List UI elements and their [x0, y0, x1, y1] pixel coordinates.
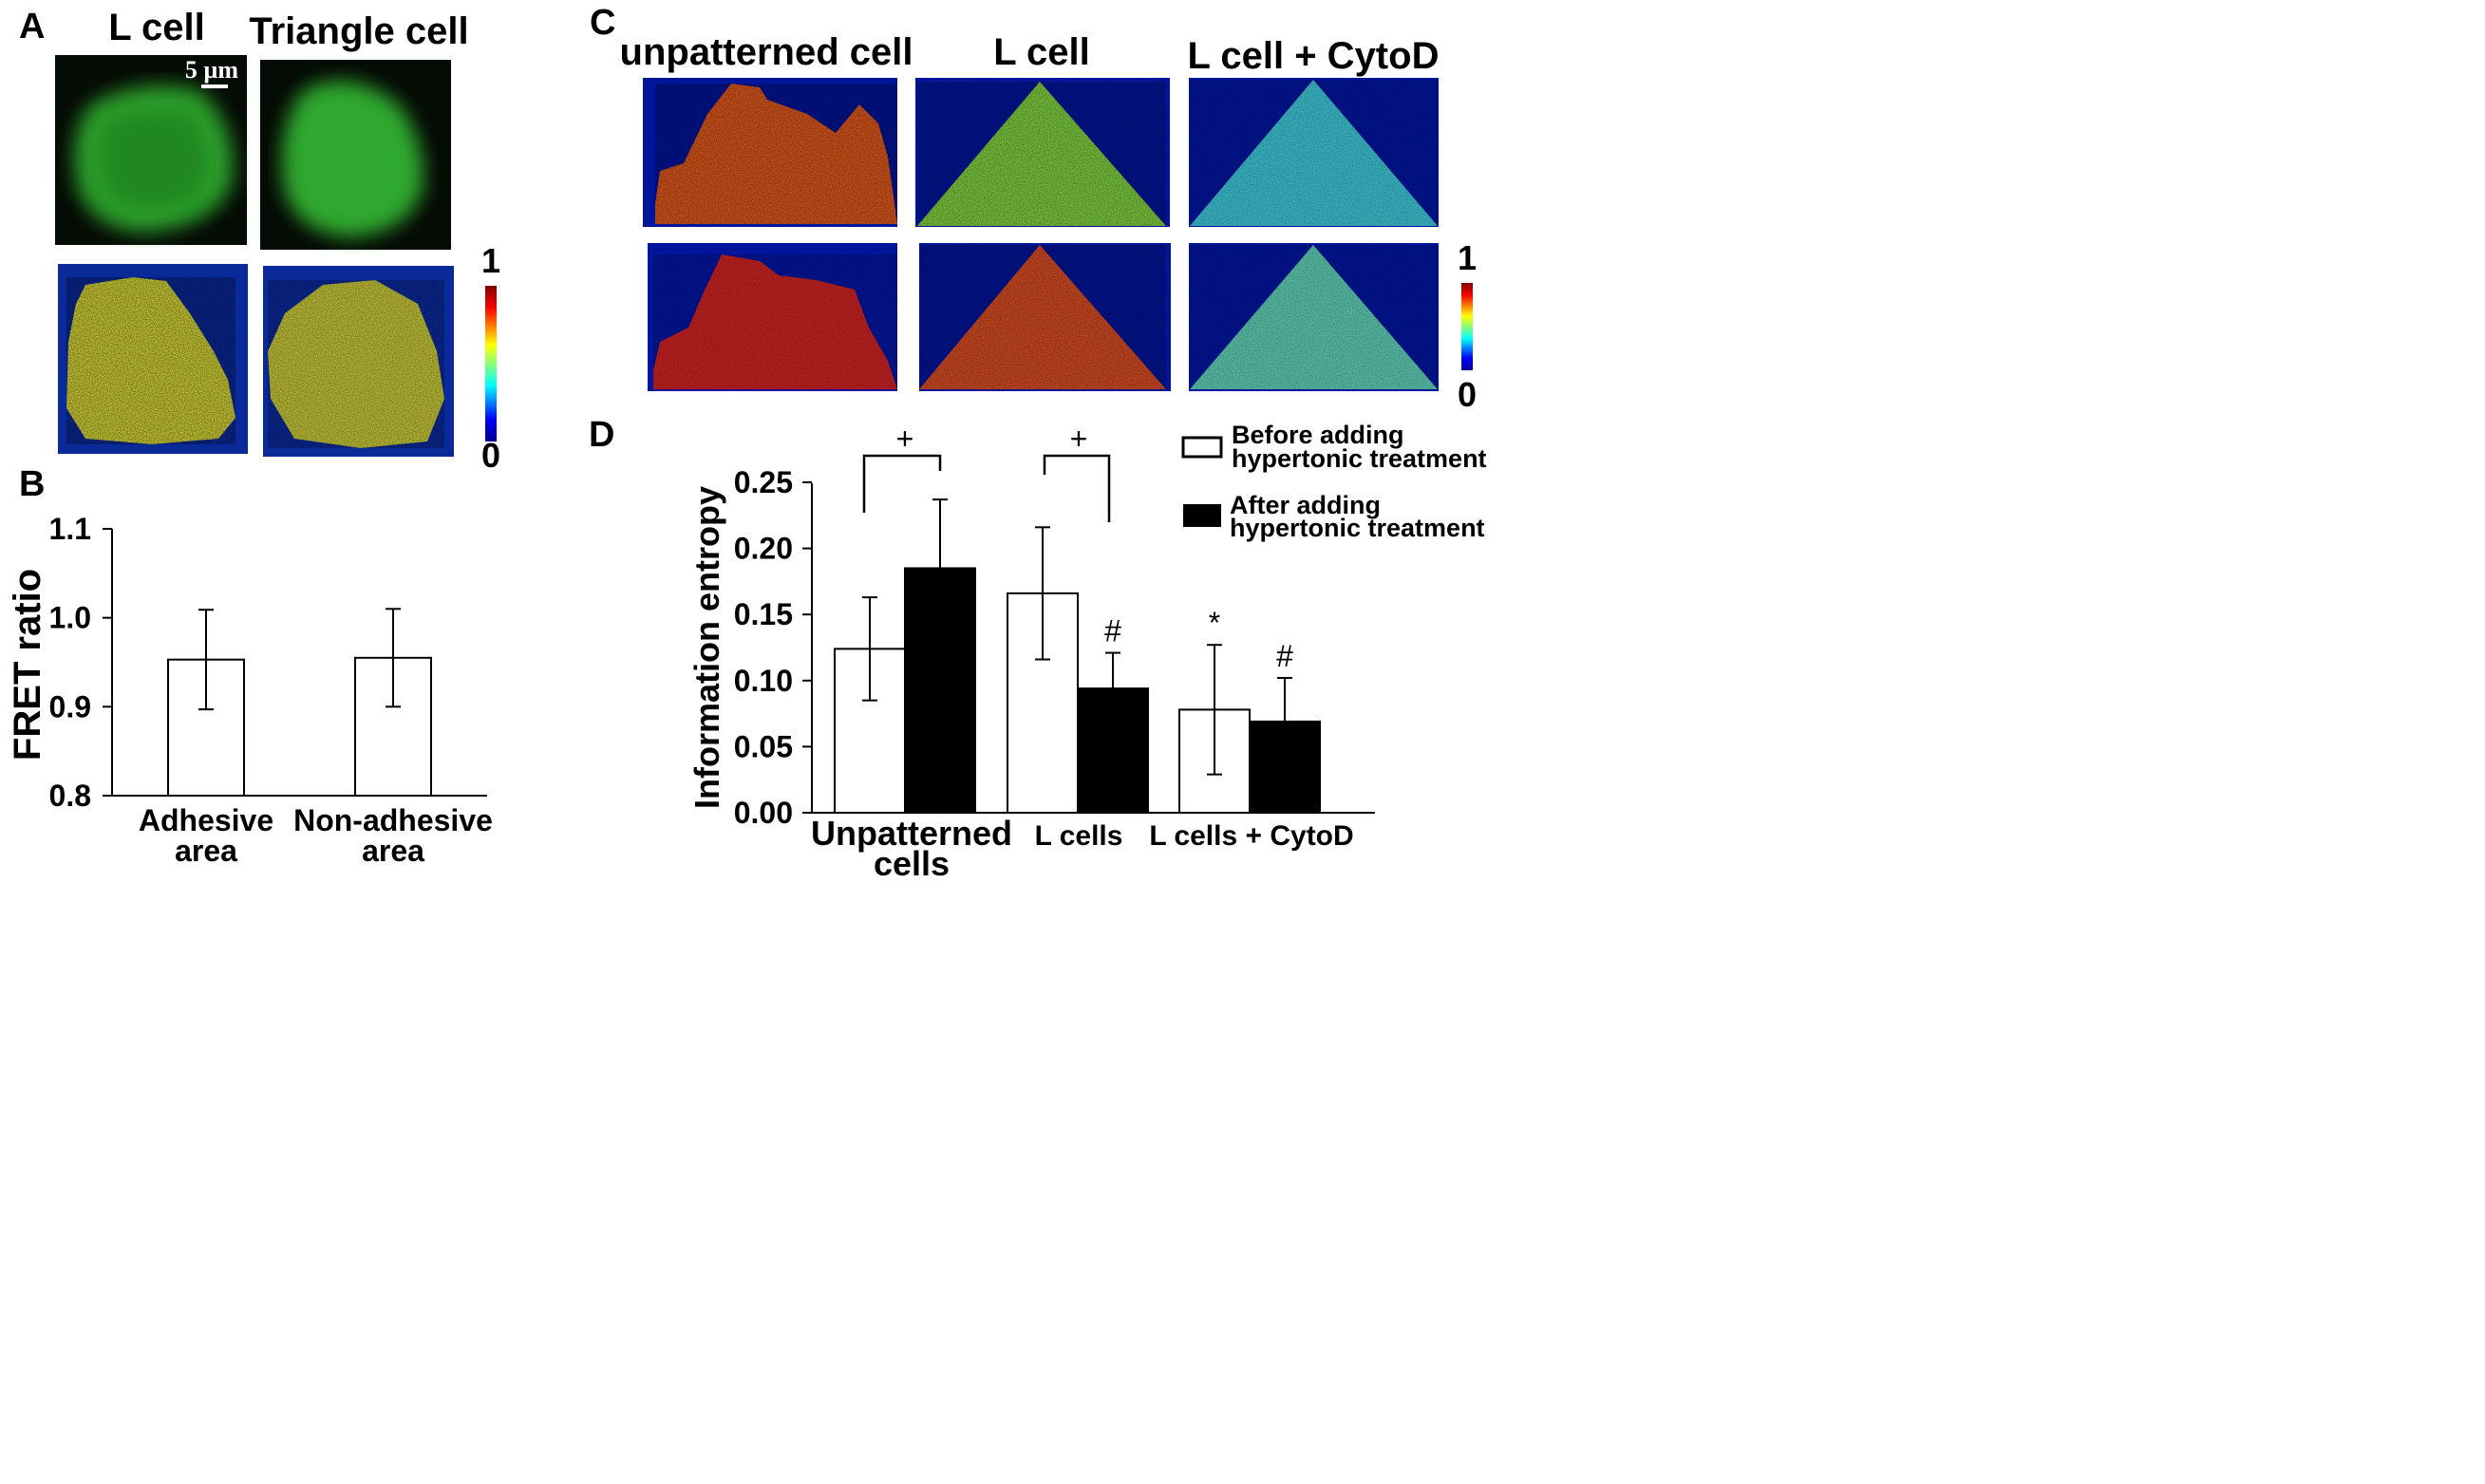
panel-a: A L cell Triangle cell 5 µm — [19, 7, 500, 475]
chart-d-ytick-label: 0.25 — [734, 465, 793, 499]
fret-map-unpatterned-top — [643, 78, 897, 227]
chart-d-xtick-label: L cells + CytoD — [1149, 820, 1353, 852]
fret-map-unpatterned-bottom — [648, 243, 897, 391]
chart-d-significance-mark: # — [1276, 639, 1293, 673]
scale-bar: 5 µm — [185, 56, 238, 88]
chart-b-ytick-label: 1.1 — [49, 512, 91, 546]
fret-map-l-cell-top — [915, 78, 1170, 227]
chart-b-ytick-label: 0.8 — [49, 779, 91, 813]
green-image-l-cell — [55, 55, 247, 245]
panel-b-label: B — [19, 464, 45, 504]
chart-b: B FRET ratio 0.80.91.01.1 AdhesiveareaNo… — [7, 464, 493, 868]
chart-b-xtick-label: area — [175, 834, 237, 868]
chart-d-legend: Before adding hypertonic treatment After… — [1183, 421, 1487, 542]
colorbar-c-max: 1 — [1458, 238, 1477, 277]
chart-b-xtick-label: Adhesive — [139, 803, 273, 837]
bracket-l-cells: + — [1045, 422, 1109, 522]
legend-after-line2: hypertonic treatment — [1230, 514, 1485, 542]
cytod-title: L cell + CytoD — [1188, 35, 1440, 77]
chart-b-xtick-label: Non-adhesive — [293, 803, 493, 837]
chart-b-ylabel: FRET ratio — [7, 569, 48, 761]
colorbar-c: 1 0 — [1458, 238, 1477, 414]
legend-swatch-before — [1183, 438, 1221, 457]
green-image-triangle-cell — [260, 60, 451, 250]
chart-d-ytick-label: 0.10 — [734, 664, 793, 698]
chart-d-xtick-label: cells — [874, 844, 950, 883]
chart-d-ylabel: Information entropy — [687, 486, 726, 809]
chart-d-xtick-label: L cells — [1035, 820, 1123, 852]
legend-swatch-after — [1183, 504, 1221, 527]
colorbar-a-min: 0 — [481, 436, 500, 475]
scale-bar-label: 5 µm — [185, 56, 238, 84]
chart-b-ytick-label: 0.9 — [49, 689, 91, 723]
chart-d-ytick-label: 0.15 — [734, 597, 793, 631]
fret-map-cytod-bottom — [1189, 243, 1439, 391]
bracket-unpatterned-mark: + — [896, 422, 914, 456]
colorbar-c-min: 0 — [1458, 375, 1477, 414]
panel-c-label: C — [590, 3, 615, 43]
chart-d-significance-mark: * — [1209, 606, 1220, 640]
chart-d-ytick-label: 0.20 — [734, 532, 793, 566]
fret-map-triangle-cell — [263, 266, 454, 457]
chart-d-significance-mark: # — [1104, 614, 1121, 648]
panel-c: C unpatterned cell L cell L cell + CytoD — [590, 3, 1477, 414]
chart-b-ytick-label: 1.0 — [49, 601, 91, 635]
colorbar-a-max: 1 — [481, 241, 500, 280]
panel-d-label: D — [589, 415, 614, 455]
panel-a-label: A — [19, 7, 45, 47]
chart-d: D Information entropy 0.00 0.05 0.10 0.15 0.… — [589, 415, 1487, 883]
chart-b-xtick-label: area — [362, 834, 424, 868]
chart-d-ytick-label: 0.00 — [734, 796, 793, 830]
unpatterned-cell-title: unpatterned cell — [620, 31, 913, 73]
fret-map-l-cell-bottom — [919, 243, 1171, 391]
legend-before-line2: hypertonic treatment — [1232, 444, 1487, 473]
c-l-cell-title: L cell — [993, 31, 1090, 73]
figure: A L cell Triangle cell 5 µm — [0, 0, 2485, 1484]
chart-d-ytick-label: 0.05 — [734, 729, 793, 763]
colorbar-a: 1 0 — [481, 241, 500, 475]
fret-map-cytod-top — [1189, 78, 1439, 227]
fret-map-l-cell — [58, 264, 248, 454]
l-cell-title: L cell — [108, 7, 205, 48]
triangle-cell-title: Triangle cell — [249, 10, 468, 52]
bracket-unpatterned: + — [864, 422, 940, 513]
bracket-l-cells-mark: + — [1070, 422, 1088, 456]
